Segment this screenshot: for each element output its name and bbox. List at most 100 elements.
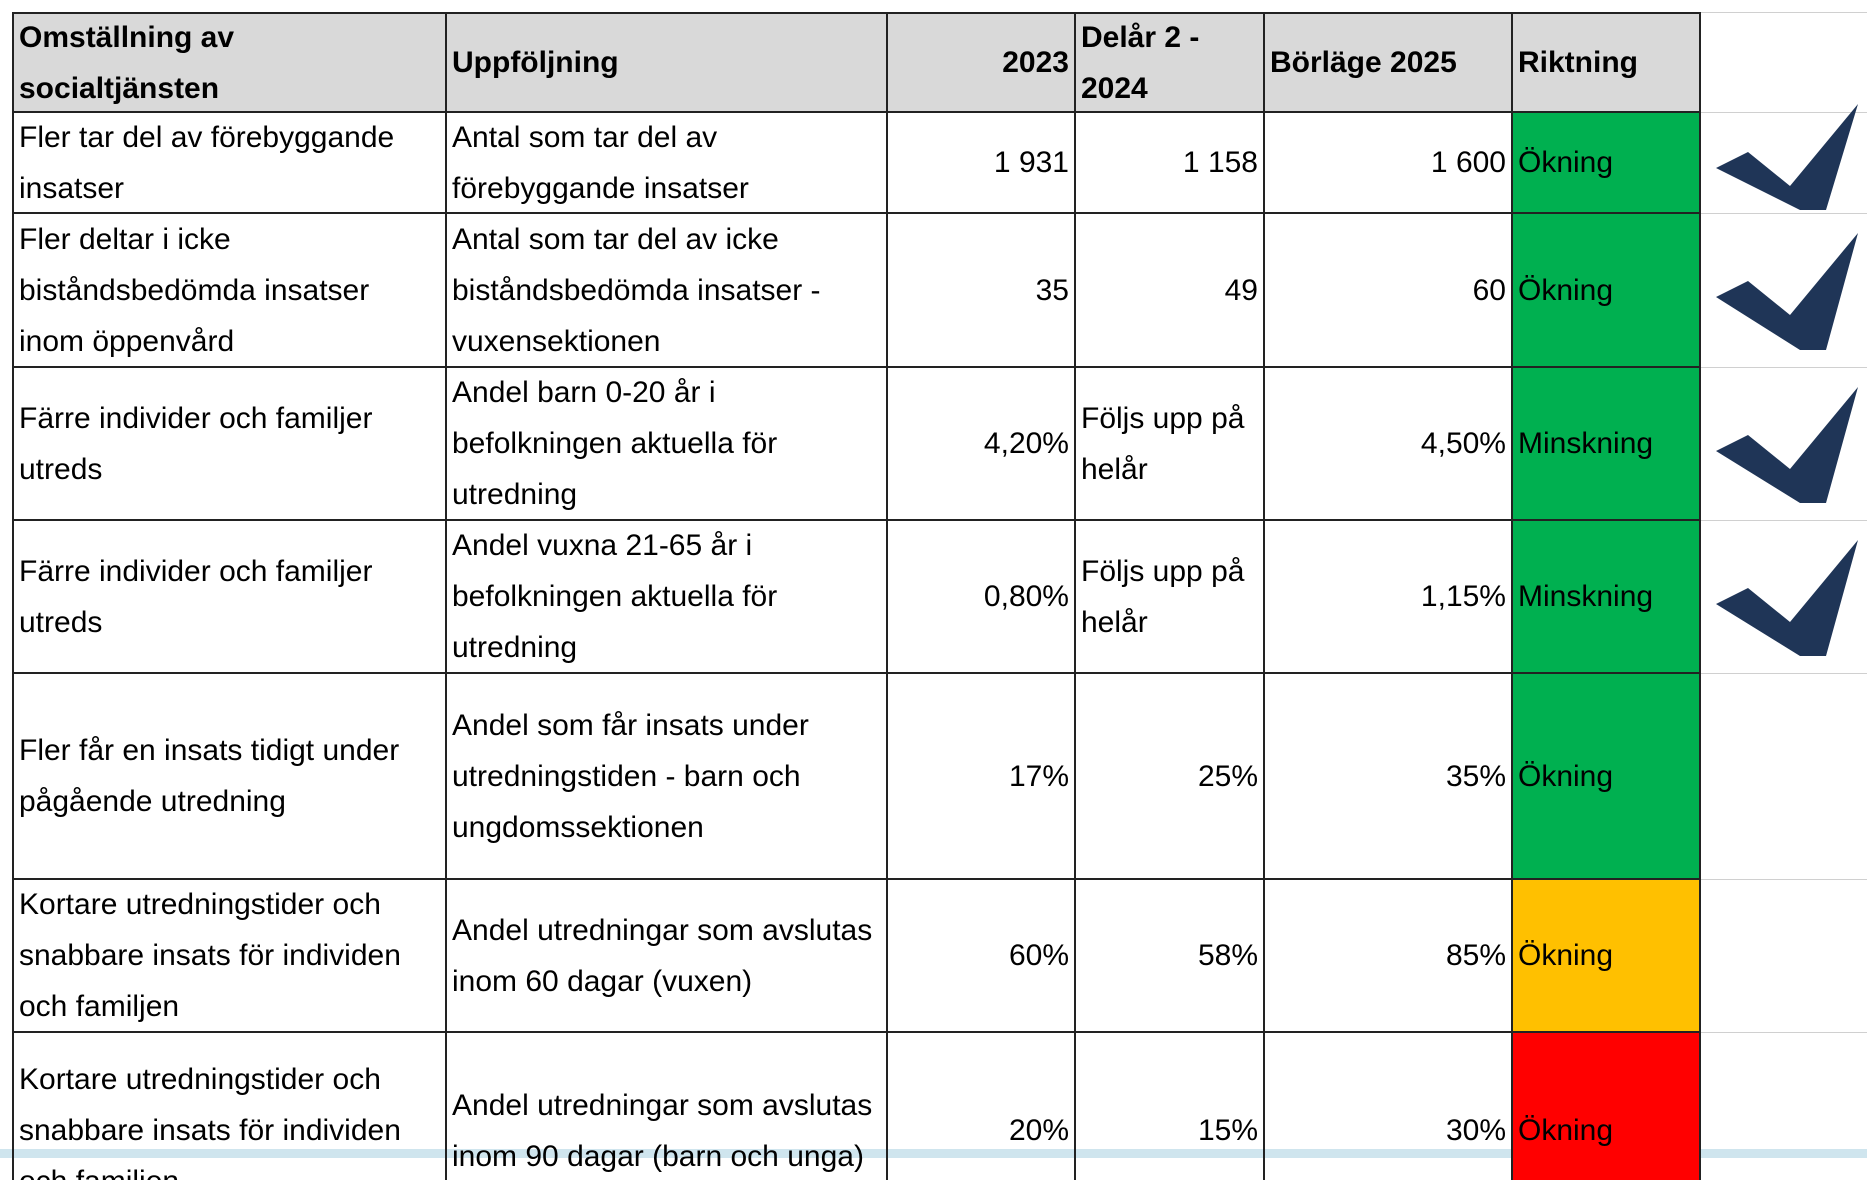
table-cell: 1,15% bbox=[1265, 521, 1513, 674]
cell-text: Börläge 2025 bbox=[1270, 46, 1457, 79]
table-cell: Andel barn 0-20 år i befolkningen aktuel… bbox=[447, 368, 888, 521]
sheet-grid-line bbox=[1701, 520, 1867, 521]
cell-text: Andel vuxna 21-65 år i befolkningen aktu… bbox=[452, 529, 778, 664]
table-cell: 17% bbox=[888, 674, 1076, 880]
cell-text: Färre individer och familjer utreds bbox=[19, 401, 373, 486]
cell-text: Kortare utredningstider och snabbare ins… bbox=[19, 888, 401, 1023]
cell-text: 60% bbox=[1008, 939, 1069, 972]
table-cell: Andel utredningar som avslutas inom 90 d… bbox=[447, 1033, 888, 1180]
table-cell: Färre individer och familjer utreds bbox=[12, 521, 447, 674]
checkmark bbox=[1716, 104, 1858, 210]
table-cell: Ökning bbox=[1513, 214, 1701, 368]
cell-text: Omställning av socialtjänsten bbox=[19, 20, 235, 105]
table-cell: Ökning bbox=[1513, 880, 1701, 1033]
table-cell: Ökning bbox=[1513, 674, 1701, 880]
table-cell: Antal som tar del av icke biståndsbedömd… bbox=[447, 214, 888, 368]
table-cell: Minskning bbox=[1513, 521, 1701, 674]
table-cell: Kortare utredningstider och snabbare ins… bbox=[12, 880, 447, 1033]
cell-text: 17% bbox=[1008, 759, 1069, 793]
cell-text: Fler deltar i icke biståndsbedömda insat… bbox=[19, 222, 370, 358]
table-cell: 30% bbox=[1265, 1033, 1513, 1180]
table-cell: Minskning bbox=[1513, 368, 1701, 521]
cell-text: Följs upp på helår bbox=[1081, 554, 1245, 639]
sheet-grid-line bbox=[1701, 12, 1867, 13]
cell-text: 1 600 bbox=[1430, 146, 1506, 179]
cell-text: 85% bbox=[1445, 939, 1506, 972]
cell-text: Riktning bbox=[1518, 46, 1638, 79]
cell-text: Andel utredningar som avslutas inom 90 d… bbox=[452, 1088, 873, 1173]
table-cell: 1 158 bbox=[1076, 113, 1265, 214]
header-cell: Uppföljning bbox=[447, 12, 888, 113]
cell-text: 30% bbox=[1445, 1114, 1506, 1147]
cell-text: Minskning bbox=[1518, 580, 1654, 613]
header-cell: Delår 2 - 2024 bbox=[1076, 12, 1265, 113]
cell-text: Ökning bbox=[1518, 146, 1614, 179]
cell-text: Antal som tar del av förebyggande insats… bbox=[452, 120, 749, 205]
cell-text: Fler får en insats tidigt under pågående… bbox=[19, 734, 400, 818]
table-cell: 60 bbox=[1265, 214, 1513, 368]
accent-band bbox=[0, 1149, 1867, 1158]
cell-text: 60 bbox=[1472, 273, 1506, 307]
sheet-grid-line bbox=[1701, 213, 1867, 214]
checkmark bbox=[1716, 387, 1858, 503]
table-cell: Andel vuxna 21-65 år i befolkningen aktu… bbox=[447, 521, 888, 674]
table-cell: Andel som får insats under utredningstid… bbox=[447, 674, 888, 880]
header-cell: Börläge 2025 bbox=[1265, 12, 1513, 113]
cell-text: 35% bbox=[1445, 759, 1506, 793]
table-cell: Färre individer och familjer utreds bbox=[12, 368, 447, 521]
cell-text: 58% bbox=[1197, 939, 1258, 972]
cell-text: Fler tar del av förebyggande insatser bbox=[19, 120, 395, 205]
cell-text: Ökning bbox=[1518, 273, 1614, 307]
cell-text: Uppföljning bbox=[452, 46, 619, 79]
table-cell: 0,80% bbox=[888, 521, 1076, 674]
cell-text: 49 bbox=[1224, 273, 1258, 307]
cell-text: 4,50% bbox=[1420, 427, 1506, 460]
table-cell: 35 bbox=[888, 214, 1076, 368]
table-cell: 4,20% bbox=[888, 368, 1076, 521]
cell-text: 2023 bbox=[1002, 46, 1069, 79]
table-cell: Följs upp på helår bbox=[1076, 368, 1265, 521]
table-cell: 4,50% bbox=[1265, 368, 1513, 521]
table-cell: 1 931 bbox=[888, 113, 1076, 214]
sheet-grid-line bbox=[1701, 112, 1867, 113]
table-cell: 15% bbox=[1076, 1033, 1265, 1180]
table-cell: Följs upp på helår bbox=[1076, 521, 1265, 674]
table-cell: Andel utredningar som avslutas inom 60 d… bbox=[447, 880, 888, 1033]
table-cell: Kortare utredningstider och snabbare ins… bbox=[12, 1033, 447, 1180]
cell-text: Antal som tar del av icke biståndsbedömd… bbox=[452, 222, 821, 358]
sheet-grid-line bbox=[1701, 879, 1867, 880]
cell-text: Kortare utredningstider och snabbare ins… bbox=[19, 1063, 401, 1180]
checkmark bbox=[1716, 540, 1858, 656]
cell-text: Delår 2 - 2024 bbox=[1081, 20, 1200, 105]
header-cell: Riktning bbox=[1513, 12, 1701, 113]
table-cell: 35% bbox=[1265, 674, 1513, 880]
table-cell: 49 bbox=[1076, 214, 1265, 368]
checkmark bbox=[1716, 233, 1858, 350]
table-cell: 1 600 bbox=[1265, 113, 1513, 214]
table-cell: Ökning bbox=[1513, 113, 1701, 214]
cell-text: 20% bbox=[1008, 1114, 1069, 1147]
cell-text: Följs upp på helår bbox=[1081, 401, 1245, 486]
cell-text: 1 158 bbox=[1182, 146, 1258, 179]
cell-text: Ökning bbox=[1518, 939, 1614, 972]
cell-text: Ökning bbox=[1518, 1114, 1614, 1147]
cell-text: 25% bbox=[1197, 759, 1258, 793]
cell-text: Minskning bbox=[1518, 427, 1654, 460]
table-cell: Fler deltar i icke biståndsbedömda insat… bbox=[12, 214, 447, 368]
cell-text: Andel barn 0-20 år i befolkningen aktuel… bbox=[452, 376, 778, 511]
cell-text: Ökning bbox=[1518, 759, 1614, 793]
cell-text: 4,20% bbox=[983, 427, 1069, 460]
cell-text: Andel utredningar som avslutas inom 60 d… bbox=[452, 913, 873, 998]
cell-text: 1 931 bbox=[993, 146, 1069, 179]
table-cell: Ökning bbox=[1513, 1033, 1701, 1180]
table-cell: Fler får en insats tidigt under pågående… bbox=[12, 674, 447, 880]
sheet-grid-line bbox=[1701, 673, 1867, 674]
cell-text: Andel som får insats under utredningstid… bbox=[452, 708, 809, 844]
table-cell: 85% bbox=[1265, 880, 1513, 1033]
cell-text: 35 bbox=[1035, 273, 1069, 307]
header-cell: Omställning av socialtjänsten bbox=[12, 12, 447, 113]
table-cell: 58% bbox=[1076, 880, 1265, 1033]
table-cell: Fler tar del av förebyggande insatser bbox=[12, 113, 447, 214]
header-cell: 2023 bbox=[888, 12, 1076, 113]
